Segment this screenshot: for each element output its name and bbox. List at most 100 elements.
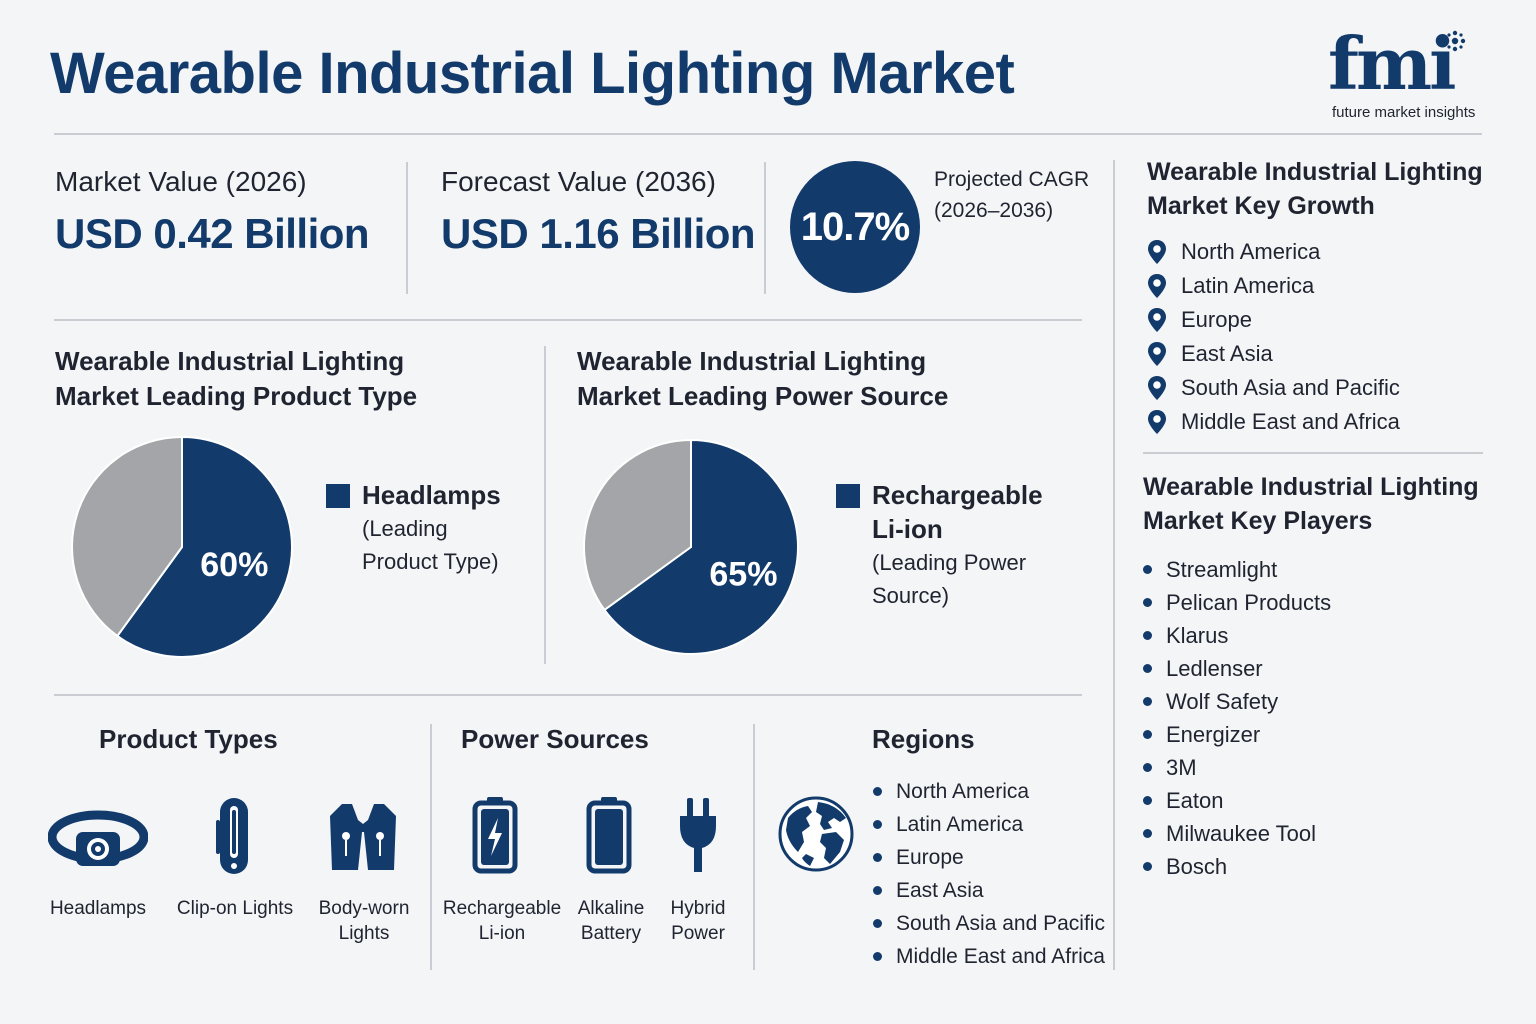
bullet-icon (873, 886, 882, 895)
legend-label: Headlamps (362, 480, 501, 510)
key-growth-item: North America (1147, 235, 1400, 269)
logo-dots-icon (1444, 30, 1466, 52)
pie-slice (583, 438, 692, 612)
globe-icon (778, 796, 854, 872)
region-item: Europe (873, 841, 1105, 874)
key-players-title: Wearable Industrial Lighting Market Key … (1143, 470, 1479, 538)
rechargeable-battery-icon (472, 797, 518, 874)
key-player-label: 3M (1166, 754, 1197, 780)
bullet-icon (873, 853, 882, 862)
region-item: South Asia and Pacific (873, 907, 1105, 940)
key-growth-item: Europe (1147, 303, 1400, 337)
key-growth-label: East Asia (1181, 341, 1273, 366)
map-pin-icon (1148, 240, 1166, 264)
kpi-divider (764, 162, 766, 294)
title-line: Market Key Growth (1147, 192, 1375, 220)
market-value-label: Market Value (2026) (55, 166, 307, 197)
region-label: South Asia and Pacific (896, 911, 1105, 935)
region-item: North America (873, 775, 1105, 808)
section-divider (544, 346, 546, 664)
legend-sublabel: Source) (872, 583, 950, 608)
key-player-label: Pelican Products (1166, 589, 1332, 615)
bullet-icon (873, 952, 882, 961)
key-player-label: Bosch (1166, 853, 1228, 879)
key-growth-label: South Asia and Pacific (1181, 375, 1400, 400)
key-player-item: Bosch (1143, 850, 1331, 883)
pie-slice (603, 438, 799, 655)
power-source-title: Wearable Industrial Lighting Market Lead… (577, 344, 948, 414)
product-type-title: Wearable Industrial Lighting Market Lead… (55, 344, 417, 414)
legend-swatch (326, 484, 350, 508)
title-line: Market Key Players (1143, 507, 1373, 535)
page-title: Wearable Industrial Lighting Market (50, 41, 1015, 106)
key-player-item: Wolf Safety (1143, 685, 1331, 718)
key-growth-label: Europe (1181, 307, 1252, 332)
title-line: Wearable Industrial Lighting (1143, 473, 1479, 501)
title-line: Market Leading Power Source (577, 381, 949, 411)
key-player-label: Energizer (1166, 721, 1261, 747)
key-player-item: Streamlight (1143, 553, 1331, 586)
key-growth-title: Wearable Industrial Lighting Market Key … (1147, 155, 1483, 223)
pie-slice (115, 435, 293, 658)
power-source-legend: Rechargeable Li-ion (Leading Power Sourc… (872, 478, 1043, 612)
bullet-icon (1143, 664, 1152, 673)
power-sources-title: Power Sources (461, 724, 649, 754)
map-pin-icon (1148, 376, 1166, 400)
battery-icon (586, 797, 632, 874)
region-label: Latin America (896, 812, 1024, 836)
section-divider (54, 694, 1082, 696)
key-growth-item: East Asia (1147, 337, 1400, 371)
header-divider (54, 133, 1482, 135)
key-player-label: Streamlight (1166, 556, 1278, 582)
bullet-icon (1143, 763, 1152, 772)
bullet-icon (1143, 796, 1152, 805)
product-type-legend: Headlamps (Leading Product Type) (362, 478, 501, 578)
bullet-icon (1143, 631, 1152, 640)
fmi-logo: fmi future market insights (1326, 28, 1496, 128)
headlamp-icon (48, 810, 148, 866)
forecast-value-label: Forecast Value (2036) (441, 166, 716, 197)
label-line: Body-worn (318, 898, 410, 919)
power-source-label: Alkaline Battery (566, 896, 656, 946)
key-player-item: 3M (1143, 751, 1331, 784)
label-line: Li-ion (478, 923, 526, 944)
bullet-icon (1143, 730, 1152, 739)
power-source-label: Hybrid Power (658, 896, 738, 946)
key-player-label: Milwaukee Tool (1166, 820, 1317, 846)
vest-icon (330, 804, 396, 870)
segment-divider (430, 724, 432, 970)
label-line: Alkaline (577, 898, 645, 919)
key-growth-item: Latin America (1147, 269, 1400, 303)
legend-sublabel: (Leading Power (872, 550, 1027, 575)
label-line: Lights (338, 923, 390, 944)
region-label: Middle East and Africa (896, 944, 1105, 968)
key-player-item: Pelican Products (1143, 586, 1331, 619)
label-line: Battery (580, 923, 642, 944)
segment-divider (753, 724, 755, 970)
plug-icon (680, 798, 716, 872)
forecast-value: USD 1.16 Billion (441, 210, 756, 257)
bullet-icon (1143, 829, 1152, 838)
bullet-icon (1143, 598, 1152, 607)
key-player-label: Eaton (1166, 787, 1224, 813)
map-pin-icon (1148, 410, 1166, 434)
column-divider (1113, 160, 1115, 970)
legend-sublabel: (Leading (362, 516, 448, 541)
label-line: Hybrid (670, 898, 726, 919)
section-divider (1143, 452, 1483, 454)
region-item: East Asia (873, 874, 1105, 907)
cagr-badge: 10.7% (790, 161, 920, 293)
cagr-label: Projected CAGR (934, 168, 1090, 191)
key-growth-item: South Asia and Pacific (1147, 371, 1400, 405)
section-divider (54, 319, 1082, 321)
product-type-label: Clip-on Lights (168, 896, 302, 921)
product-types-title: Product Types (99, 724, 278, 754)
key-growth-label: Middle East and Africa (1181, 409, 1400, 434)
pie-slice-label: 65% (709, 556, 777, 594)
key-players-list: Streamlight Pelican Products Klarus Ledlens… (1143, 553, 1331, 883)
label-line: Rechargeable (442, 898, 562, 919)
key-player-label: Ledlenser (1166, 655, 1263, 681)
key-growth-list: North America Latin America Europe East Asi… (1147, 235, 1400, 439)
legend-swatch (836, 484, 860, 508)
power-source-pie-chart: 65% (583, 438, 799, 655)
